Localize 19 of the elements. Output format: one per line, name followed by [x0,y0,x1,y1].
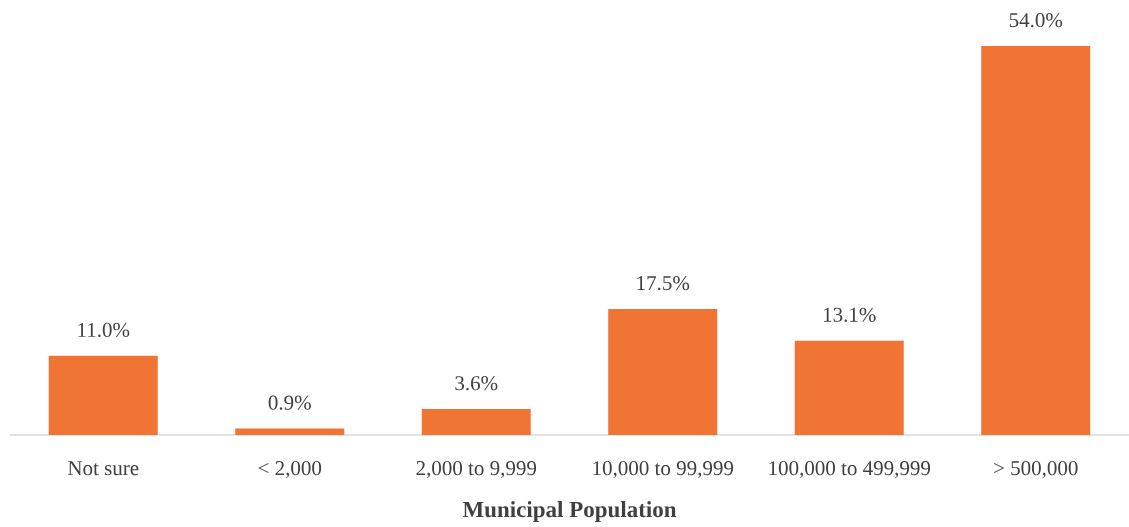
x-tick-label: < 2,000 [258,461,322,479]
bar [981,46,1091,435]
x-tick-label: 2,000 to 9,999 [416,461,537,479]
bar [421,409,531,435]
data-label: 17.5% [637,275,690,291]
bar [235,428,345,435]
x-tick-label: > 500,000 [994,461,1078,479]
data-label: 3.6% [455,376,498,391]
x-axis-title: Municipal Population [462,501,677,522]
bar [794,340,904,435]
x-tick-label: 100,000 to 499,999 [769,461,931,479]
bar [608,308,718,435]
data-label: 13.1% [823,307,876,322]
x-tick-label: Not sure [67,461,139,476]
data-label: 0.9% [268,395,311,410]
x-tick-label: 10,000 to 99,999 [593,461,734,479]
data-label: 11.0% [78,322,130,338]
data-label: 54.0% [1009,13,1063,28]
bar [48,355,158,435]
